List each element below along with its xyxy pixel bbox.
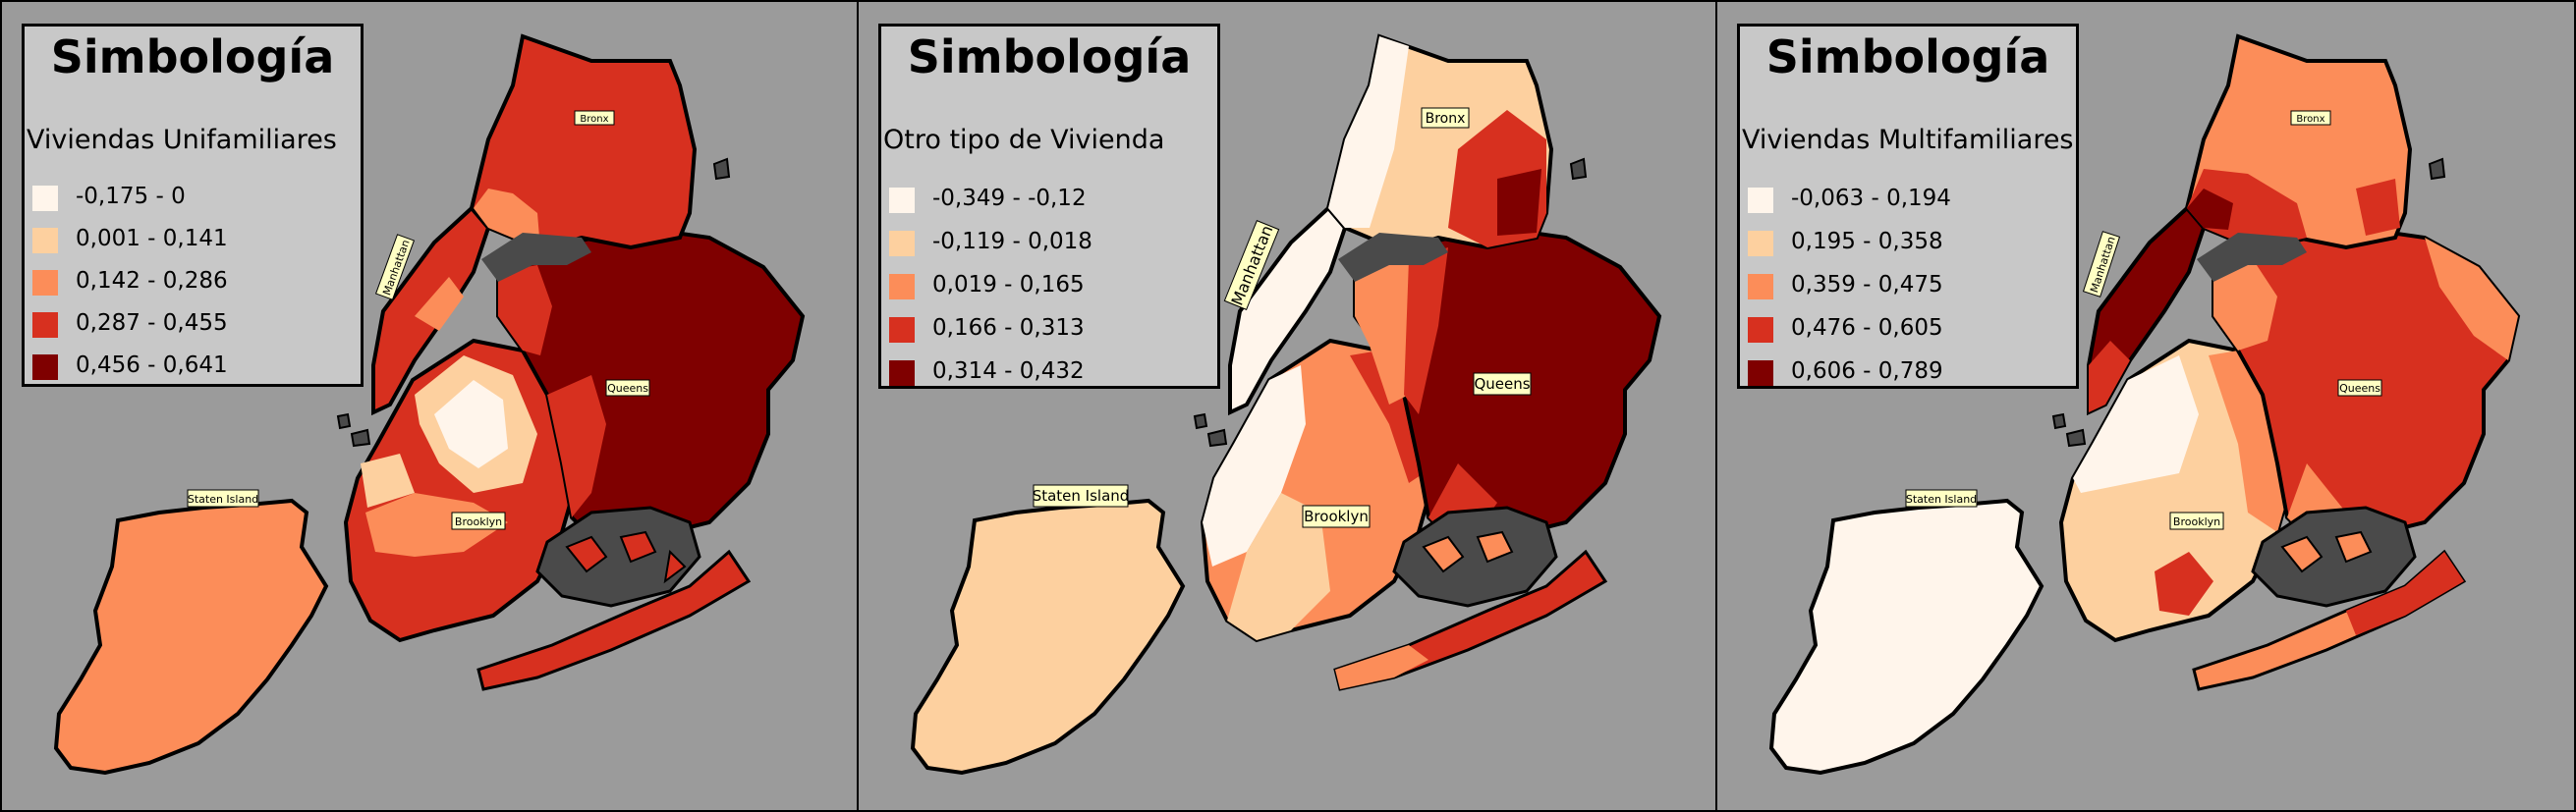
legend-box: Simbología Viviendas Multifamiliares -0,… <box>1737 24 2079 389</box>
legend-label: 0,142 - 0,286 <box>76 268 228 294</box>
legend-item: 0,142 - 0,286 <box>32 268 357 298</box>
legend-item: 0,606 - 0,789 <box>1748 358 2072 388</box>
legend-item: -0,175 - 0 <box>32 184 357 213</box>
legend-swatch <box>889 317 915 343</box>
brooklyn-label: Brooklyn <box>451 512 506 530</box>
east-river <box>481 233 591 282</box>
legend-item: -0,063 - 0,194 <box>1748 186 2072 215</box>
manhattan-shape <box>1228 205 1348 416</box>
legend-swatch <box>1748 188 1773 213</box>
legend-swatch <box>889 274 915 299</box>
legend-item: 0,314 - 0,432 <box>889 358 1213 388</box>
legend-swatch <box>32 228 58 253</box>
legend-subtitle: Viviendas Multifamiliares <box>1742 125 2074 155</box>
legend-title: Simbología <box>1765 30 2050 83</box>
legend-box: Simbología Viviendas Unifamiliares -0,17… <box>22 24 364 387</box>
legend-label: -0,349 - -0,12 <box>932 186 1087 211</box>
staten-island-label: Staten Island <box>187 489 259 508</box>
legend-swatch <box>32 186 58 211</box>
legend-label: 0,019 - 0,165 <box>932 272 1085 298</box>
staten-island-shape <box>53 498 329 776</box>
legend-item: 0,476 - 0,605 <box>1748 315 2072 345</box>
legend-swatch <box>1748 274 1773 299</box>
legend-item: 0,166 - 0,313 <box>889 315 1213 345</box>
manhattan-label: Manhattan <box>2082 231 2121 298</box>
legend-item: 0,001 - 0,141 <box>32 226 357 255</box>
queens-label: Queens <box>2337 379 2382 397</box>
legend-label: 0,195 - 0,358 <box>1791 229 1943 254</box>
legend-swatch <box>1748 360 1773 386</box>
legend-swatch <box>32 354 58 380</box>
svg-text:Staten Island: Staten Island <box>1906 493 1977 506</box>
map-panel-otro-tipo: Bronx Queens Brooklyn Staten Island Manh… <box>857 0 1717 812</box>
legend-item: 0,456 - 0,641 <box>32 352 357 382</box>
svg-text:Bronx: Bronx <box>580 114 608 125</box>
legend-label: 0,456 - 0,641 <box>76 352 228 378</box>
legend-label: 0,359 - 0,475 <box>1791 272 1943 298</box>
svg-text:Brooklyn: Brooklyn <box>2173 515 2220 528</box>
svg-text:Bronx: Bronx <box>1426 111 1466 127</box>
map-panel-unifamiliares: Bronx Queens Brooklyn Staten Island Manh… <box>0 0 859 812</box>
svg-text:Queens: Queens <box>2339 382 2380 395</box>
queens-label: Queens <box>605 379 650 397</box>
legend-item: 0,019 - 0,165 <box>889 272 1213 301</box>
svg-text:Bronx: Bronx <box>2296 114 2324 125</box>
staten-island-label: Staten Island <box>1033 484 1130 508</box>
svg-text:Queens: Queens <box>1474 375 1530 393</box>
east-river <box>1338 233 1448 282</box>
legend-swatch <box>32 270 58 296</box>
brooklyn-label: Brooklyn <box>2169 512 2224 530</box>
legend-label: -0,119 - 0,018 <box>932 229 1092 254</box>
legend-item: 0,287 - 0,455 <box>32 310 357 340</box>
legend-box: Simbología Otro tipo de Vivienda -0,349 … <box>878 24 1220 389</box>
staten-island-label: Staten Island <box>1905 489 1978 508</box>
bronx-label: Bronx <box>574 110 615 126</box>
choropleth-map: Bronx Queens Brooklyn Staten Island Manh… <box>910 33 1662 776</box>
svg-text:Staten Island: Staten Island <box>188 493 258 506</box>
legend-label: 0,476 - 0,605 <box>1791 315 1943 341</box>
bronx-label: Bronx <box>1421 107 1470 129</box>
legend-subtitle: Otro tipo de Vivienda <box>883 125 1165 155</box>
jamaica-bay <box>1392 506 1558 608</box>
staten-island-shape <box>1768 498 2044 776</box>
legend-item: 0,359 - 0,475 <box>1748 272 2072 301</box>
legend-title: Simbología <box>907 30 1192 83</box>
legend-label: 0,606 - 0,789 <box>1791 358 1943 384</box>
legend-swatch <box>889 360 915 386</box>
legend-title: Simbología <box>50 30 335 83</box>
legend-item: 0,195 - 0,358 <box>1748 229 2072 258</box>
svg-text:Queens: Queens <box>607 382 648 395</box>
legend-item: -0,349 - -0,12 <box>889 186 1213 215</box>
svg-text:Brooklyn: Brooklyn <box>1304 508 1369 525</box>
choropleth-map: Bronx Queens Brooklyn Staten Island Manh… <box>1768 33 2521 776</box>
staten-island-shape <box>910 498 1186 776</box>
svg-text:Brooklyn: Brooklyn <box>455 515 502 528</box>
rockaway-shape <box>476 549 752 691</box>
legend-label: -0,063 - 0,194 <box>1791 186 1951 211</box>
legend-label: 0,001 - 0,141 <box>76 226 228 251</box>
east-river <box>2197 233 2307 282</box>
bronx-label: Bronx <box>2290 110 2331 126</box>
queens-label: Queens <box>1473 372 1532 396</box>
legend-swatch <box>889 231 915 256</box>
legend-subtitle: Viviendas Unifamiliares <box>27 125 337 155</box>
legend-swatch <box>1748 231 1773 256</box>
legend-label: 0,166 - 0,313 <box>932 315 1085 341</box>
legend-swatch <box>889 188 915 213</box>
brooklyn-label: Brooklyn <box>1302 505 1371 528</box>
jamaica-bay <box>2251 506 2417 608</box>
legend-label: 0,314 - 0,432 <box>932 358 1085 384</box>
legend-label: 0,287 - 0,455 <box>76 310 228 336</box>
legend-swatch <box>1748 317 1773 343</box>
map-panel-multifamiliares: Bronx Queens Brooklyn Staten Island Manh… <box>1715 0 2576 812</box>
jamaica-bay <box>535 506 701 608</box>
svg-text:Staten Island: Staten Island <box>1033 487 1130 505</box>
legend-label: -0,175 - 0 <box>76 184 186 209</box>
legend-item: -0,119 - 0,018 <box>889 229 1213 258</box>
choropleth-map: Bronx Queens Brooklyn Staten Island Manh… <box>53 33 806 776</box>
legend-swatch <box>32 312 58 338</box>
